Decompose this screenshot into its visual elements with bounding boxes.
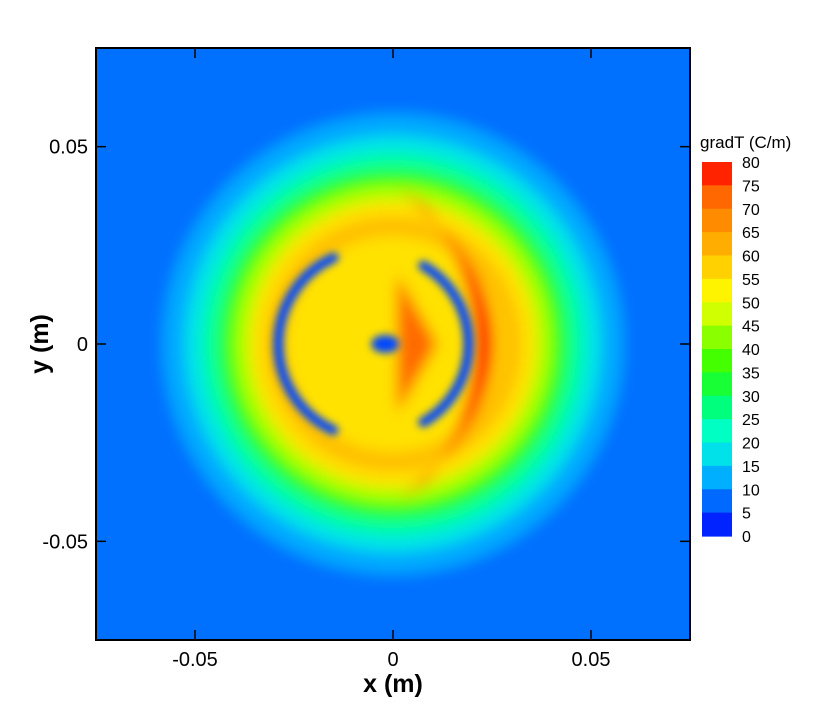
colorbar-cell-8 xyxy=(702,349,732,373)
colorbar-label-16: 0 xyxy=(742,529,751,546)
colorbar-label-15: 5 xyxy=(742,506,751,523)
colorbar-label-14: 10 xyxy=(742,482,760,499)
colorbar-label-11: 25 xyxy=(742,412,760,429)
colorbar-label-10: 30 xyxy=(742,389,760,406)
colorbar-label-3: 65 xyxy=(742,225,760,242)
colorbar-label-0: 80 xyxy=(742,155,760,172)
colorbar-cell-5 xyxy=(702,278,732,303)
x-axis-title: x (m) xyxy=(363,670,423,698)
colorbar-label-4: 60 xyxy=(742,249,760,266)
y-axis-ticks: 0.05 0 -0.05 xyxy=(42,137,690,553)
y-tick-label-1: 0 xyxy=(77,334,88,356)
colorbar-label-8: 40 xyxy=(742,342,760,359)
colorbar-label-7: 45 xyxy=(742,319,760,336)
x-tick-label-1: 0 xyxy=(387,649,398,671)
colorbar xyxy=(702,162,732,537)
colorbar-label-13: 15 xyxy=(742,459,760,476)
colorbar-label-12: 20 xyxy=(742,436,760,453)
plot-area xyxy=(96,48,690,640)
colorbar-label-2: 70 xyxy=(742,202,760,219)
colorbar-cell-10 xyxy=(702,395,732,420)
colorbar-cell-3 xyxy=(702,232,732,257)
colorbar-cell-13 xyxy=(702,465,732,490)
plot-frame xyxy=(95,47,691,641)
front-lobe-shape xyxy=(396,186,495,502)
colorbar-cell-4 xyxy=(702,255,732,280)
colorbar-label-5: 55 xyxy=(742,272,760,289)
colorbar-cell-0 xyxy=(702,162,732,186)
inner-features xyxy=(273,252,474,436)
colorbar-cell-6 xyxy=(702,302,732,327)
colorbar-label-6: 50 xyxy=(742,295,760,312)
front-lobe xyxy=(396,186,495,502)
colorbar-cell-9 xyxy=(702,372,732,397)
colorbar-cell-15 xyxy=(702,512,732,537)
colorbar-cell-1 xyxy=(702,185,732,210)
colorbar-cell-14 xyxy=(702,489,732,514)
colorbar-label-9: 35 xyxy=(742,365,760,382)
legend-title: gradT (C/m) xyxy=(700,133,791,152)
colorbar-cell-12 xyxy=(702,442,732,467)
inner-arc-left xyxy=(273,252,339,436)
colorbar-cell-2 xyxy=(702,208,732,233)
center-minimum xyxy=(371,335,400,353)
front-chevron xyxy=(396,274,437,414)
y-tick-label-0: 0.05 xyxy=(49,137,88,159)
contour-field xyxy=(96,48,690,640)
x-tick-label-0: -0.05 xyxy=(172,649,218,671)
y-axis-title: y (m) xyxy=(26,314,54,374)
colorbar-cell-7 xyxy=(702,325,732,350)
colorbar-cell-11 xyxy=(702,419,732,444)
x-axis-ticks: -0.05 0 0.05 xyxy=(172,48,610,671)
x-tick-label-2: 0.05 xyxy=(572,649,611,671)
inner-arc-right xyxy=(418,260,474,428)
colorbar-label-1: 75 xyxy=(742,178,760,195)
y-tick-label-2: -0.05 xyxy=(42,531,88,553)
